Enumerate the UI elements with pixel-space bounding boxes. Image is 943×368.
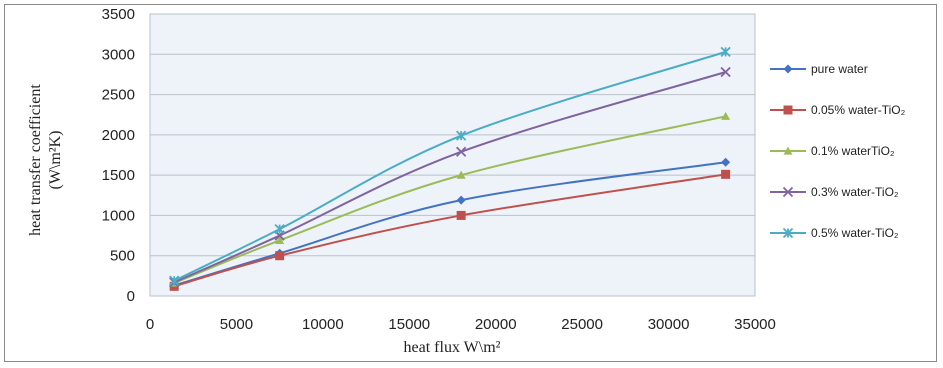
y-tick-label: 3000 (102, 46, 135, 63)
y-tick-label: 0 (127, 288, 135, 305)
data-point (274, 223, 285, 235)
series-line (173, 115, 726, 285)
x-axis-title: heat flux W\m² (404, 339, 501, 356)
x-tick-label: 15000 (388, 316, 430, 333)
y-tick-label: 3500 (102, 6, 135, 23)
y-tick-label: 500 (110, 248, 135, 265)
series-5 (169, 46, 731, 286)
x-tick-label: 10000 (302, 316, 344, 333)
legend-marker (783, 146, 793, 155)
data-point (721, 111, 731, 120)
legend: pure water 0.05% water-TiO₂ 0.1% waterTiO₂… (770, 62, 906, 240)
legend-item: 0.3% water-TiO₂ (770, 185, 899, 199)
legend-label: 0.05% water-TiO₂ (811, 103, 906, 117)
data-point (275, 235, 285, 245)
data-point (720, 46, 731, 58)
data-point (456, 170, 466, 179)
legend-label: 0.3% water-TiO₂ (811, 185, 899, 199)
grid-lines (150, 13, 755, 257)
y-tick-labels: 0 500 1000 1500 2000 2500 3000 3500 (102, 6, 135, 305)
y-tick-label: 1000 (102, 207, 135, 224)
y-tick-label: 2000 (102, 127, 135, 144)
y-axis-title-line2: (W\m²K) (47, 131, 64, 190)
series-line (173, 71, 726, 284)
legend-marker (782, 227, 794, 239)
legend-item: pure water (770, 62, 868, 76)
data-point (456, 146, 467, 157)
y-tick-label: 1500 (102, 167, 135, 184)
y-tick-label: 2500 (102, 87, 135, 104)
data-point (456, 130, 467, 141)
legend-marker (782, 186, 794, 198)
legend-item: 0.5% water-TiO₂ (770, 226, 899, 240)
data-point (275, 251, 285, 261)
series-line (173, 173, 726, 288)
data-point (720, 66, 731, 78)
x-tick-labels: 0 5000 10000 15000 20000 25000 30000 35000 (146, 316, 776, 333)
legend-label: 0.1% waterTiO₂ (811, 144, 895, 158)
x-tick-label: 0 (146, 316, 154, 333)
data-point (456, 195, 466, 205)
legend-marker (783, 64, 793, 74)
data-point (721, 157, 731, 167)
y-axis-title-line1: heat transfer coefficient (27, 84, 44, 236)
series-group (169, 46, 731, 291)
legend-label: pure water (811, 62, 868, 76)
data-point (169, 275, 180, 286)
x-tick-label: 25000 (561, 316, 603, 333)
x-tick-label: 30000 (648, 316, 690, 333)
data-point (456, 210, 466, 220)
x-tick-label: 5000 (220, 316, 253, 333)
data-point (721, 169, 731, 179)
legend-label: 0.5% water-TiO₂ (811, 226, 899, 240)
legend-marker (783, 105, 793, 115)
series-line (173, 50, 726, 282)
x-tick-label: 35000 (734, 316, 776, 333)
legend-item: 0.1% waterTiO₂ (770, 144, 895, 158)
legend-item: 0.05% water-TiO₂ (770, 103, 906, 117)
x-tick-label: 20000 (475, 316, 517, 333)
